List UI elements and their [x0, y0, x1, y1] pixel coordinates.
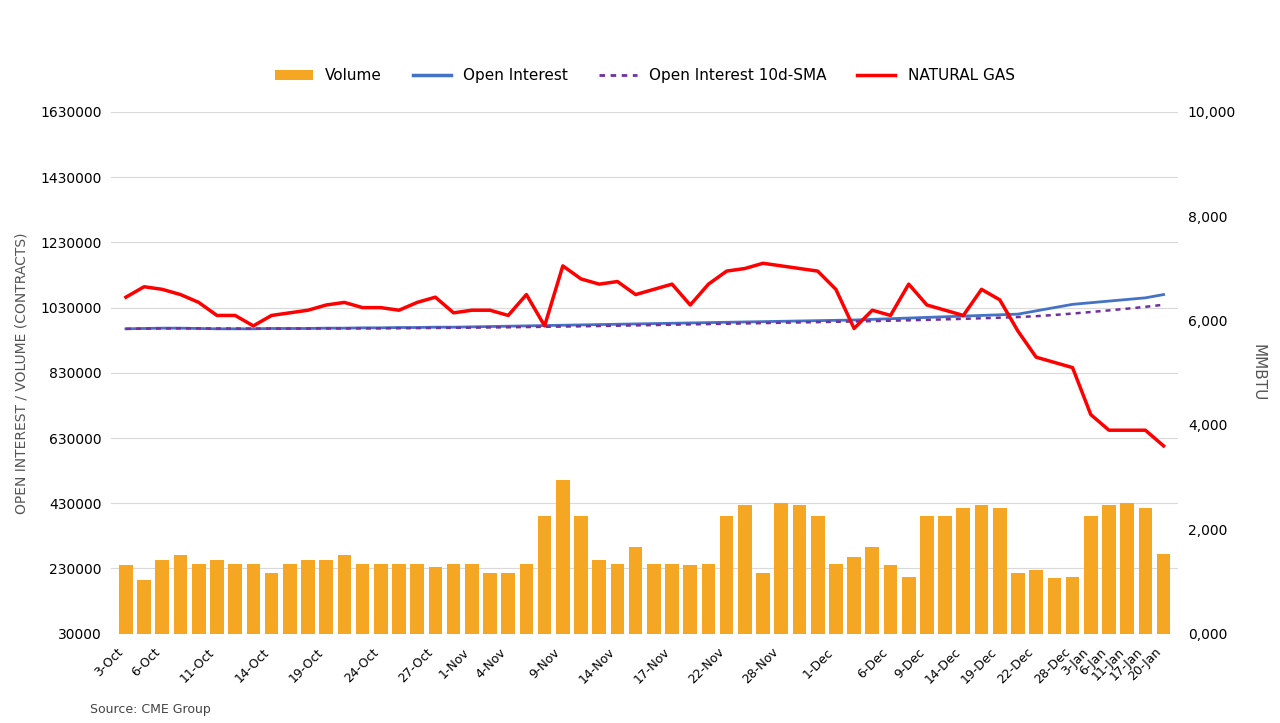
- Bar: [938, 516, 952, 643]
- Bar: [883, 565, 897, 643]
- Bar: [265, 573, 278, 643]
- Bar: [865, 547, 879, 643]
- Bar: [301, 560, 315, 643]
- Bar: [483, 573, 497, 643]
- Bar: [902, 577, 915, 643]
- Bar: [847, 557, 861, 643]
- Bar: [192, 563, 206, 643]
- Bar: [465, 563, 479, 643]
- Bar: [1011, 573, 1025, 643]
- Bar: [447, 563, 461, 643]
- Y-axis label: MMBTU: MMBTU: [1251, 344, 1265, 401]
- Bar: [611, 563, 625, 643]
- Bar: [628, 547, 643, 643]
- Bar: [756, 573, 769, 643]
- Bar: [974, 505, 988, 643]
- Bar: [719, 516, 733, 643]
- Bar: [593, 560, 605, 643]
- Bar: [155, 560, 169, 643]
- Bar: [502, 573, 515, 643]
- Bar: [829, 563, 842, 643]
- Bar: [392, 563, 406, 643]
- Bar: [283, 563, 297, 643]
- Bar: [1066, 577, 1079, 643]
- Bar: [575, 516, 588, 643]
- Bar: [956, 508, 970, 643]
- Y-axis label: OPEN INTEREST / VOLUME (CONTRACTS): OPEN INTEREST / VOLUME (CONTRACTS): [15, 232, 29, 513]
- Bar: [174, 555, 187, 643]
- Bar: [774, 503, 788, 643]
- Bar: [1047, 578, 1061, 643]
- Bar: [739, 505, 751, 643]
- Bar: [411, 563, 424, 643]
- Bar: [556, 480, 570, 643]
- Bar: [1120, 503, 1134, 643]
- Bar: [137, 580, 151, 643]
- Bar: [228, 563, 242, 643]
- Bar: [210, 560, 224, 643]
- Bar: [810, 516, 824, 643]
- Text: Source: CME Group: Source: CME Group: [90, 703, 210, 716]
- Bar: [319, 560, 333, 643]
- Bar: [374, 563, 388, 643]
- Bar: [1029, 570, 1043, 643]
- Bar: [1084, 516, 1097, 643]
- Bar: [1157, 554, 1170, 643]
- Bar: [520, 563, 534, 643]
- Bar: [792, 505, 806, 643]
- Bar: [429, 567, 442, 643]
- Bar: [666, 563, 678, 643]
- Bar: [356, 563, 370, 643]
- Bar: [1138, 508, 1152, 643]
- Bar: [119, 565, 133, 643]
- Bar: [684, 565, 698, 643]
- Bar: [920, 516, 933, 643]
- Bar: [338, 555, 351, 643]
- Bar: [538, 516, 552, 643]
- Legend: Volume, Open Interest, Open Interest 10d-SMA, NATURAL GAS: Volume, Open Interest, Open Interest 10d…: [269, 62, 1020, 90]
- Bar: [247, 563, 260, 643]
- Bar: [646, 563, 660, 643]
- Bar: [1102, 505, 1116, 643]
- Bar: [701, 563, 716, 643]
- Bar: [993, 508, 1006, 643]
